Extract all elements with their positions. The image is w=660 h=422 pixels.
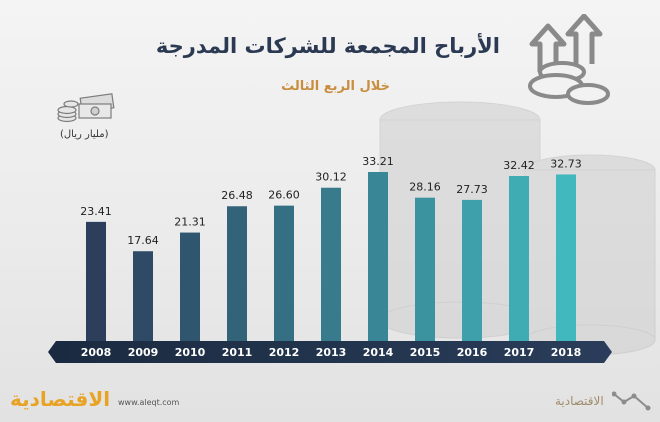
value-label-2015: 28.16	[409, 181, 441, 194]
x-axis-band	[48, 341, 612, 363]
banknotes-coins-icon	[57, 93, 115, 123]
x-tick-2015: 2015	[410, 346, 441, 359]
unit-label: (مليار ريال)	[60, 129, 109, 140]
bar-2014	[368, 172, 388, 341]
value-label-2018: 32.73	[550, 157, 582, 170]
x-tick-2009: 2009	[128, 346, 159, 359]
x-tick-2011: 2011	[222, 346, 253, 359]
value-label-2016: 27.73	[456, 183, 488, 196]
x-tick-2017: 2017	[504, 346, 535, 359]
x-tick-2014: 2014	[363, 346, 394, 359]
x-tick-2016: 2016	[457, 346, 488, 359]
value-label-2017: 32.42	[503, 159, 535, 172]
x-tick-2013: 2013	[316, 346, 347, 359]
coins-arrows-up-icon	[528, 14, 610, 105]
bar-2008	[86, 221, 106, 341]
bar-2017	[509, 176, 529, 341]
site-url[interactable]: www.aleqt.com	[118, 398, 180, 407]
bar-2009	[133, 251, 153, 341]
bar-2015	[415, 197, 435, 341]
brand-text: الاقتصادية	[555, 394, 604, 408]
value-label-2012: 26.60	[268, 189, 300, 202]
chart-subtitle: خلال الربع الثالث	[281, 79, 390, 94]
x-tick-2018: 2018	[551, 346, 582, 359]
value-label-2014: 33.21	[362, 155, 394, 168]
value-label-2008: 23.41	[80, 205, 112, 218]
bar-chart: 23.41 17.64 21.31 26.48 26.60 30.12 33.21 28.16…	[48, 155, 612, 363]
value-label-2011: 26.48	[221, 189, 253, 202]
bar-2012	[274, 205, 294, 341]
value-label-2009: 17.64	[127, 234, 159, 247]
bar-2018	[556, 174, 576, 341]
bar-2016	[462, 199, 482, 341]
chart-title: الأرباح المجمعة للشركات المدرجة	[155, 34, 500, 58]
line-chart-logo-icon	[612, 391, 651, 411]
x-tick-2008: 2008	[81, 346, 112, 359]
value-label-2010: 21.31	[174, 216, 206, 229]
bar-2011	[227, 206, 247, 341]
bar-2010	[180, 232, 200, 341]
value-label-2013: 30.12	[315, 171, 347, 184]
bar-2013	[321, 187, 341, 341]
logo-wordmark: الاقتصادية	[10, 387, 111, 411]
x-tick-2010: 2010	[175, 346, 206, 359]
x-tick-2012: 2012	[269, 346, 300, 359]
